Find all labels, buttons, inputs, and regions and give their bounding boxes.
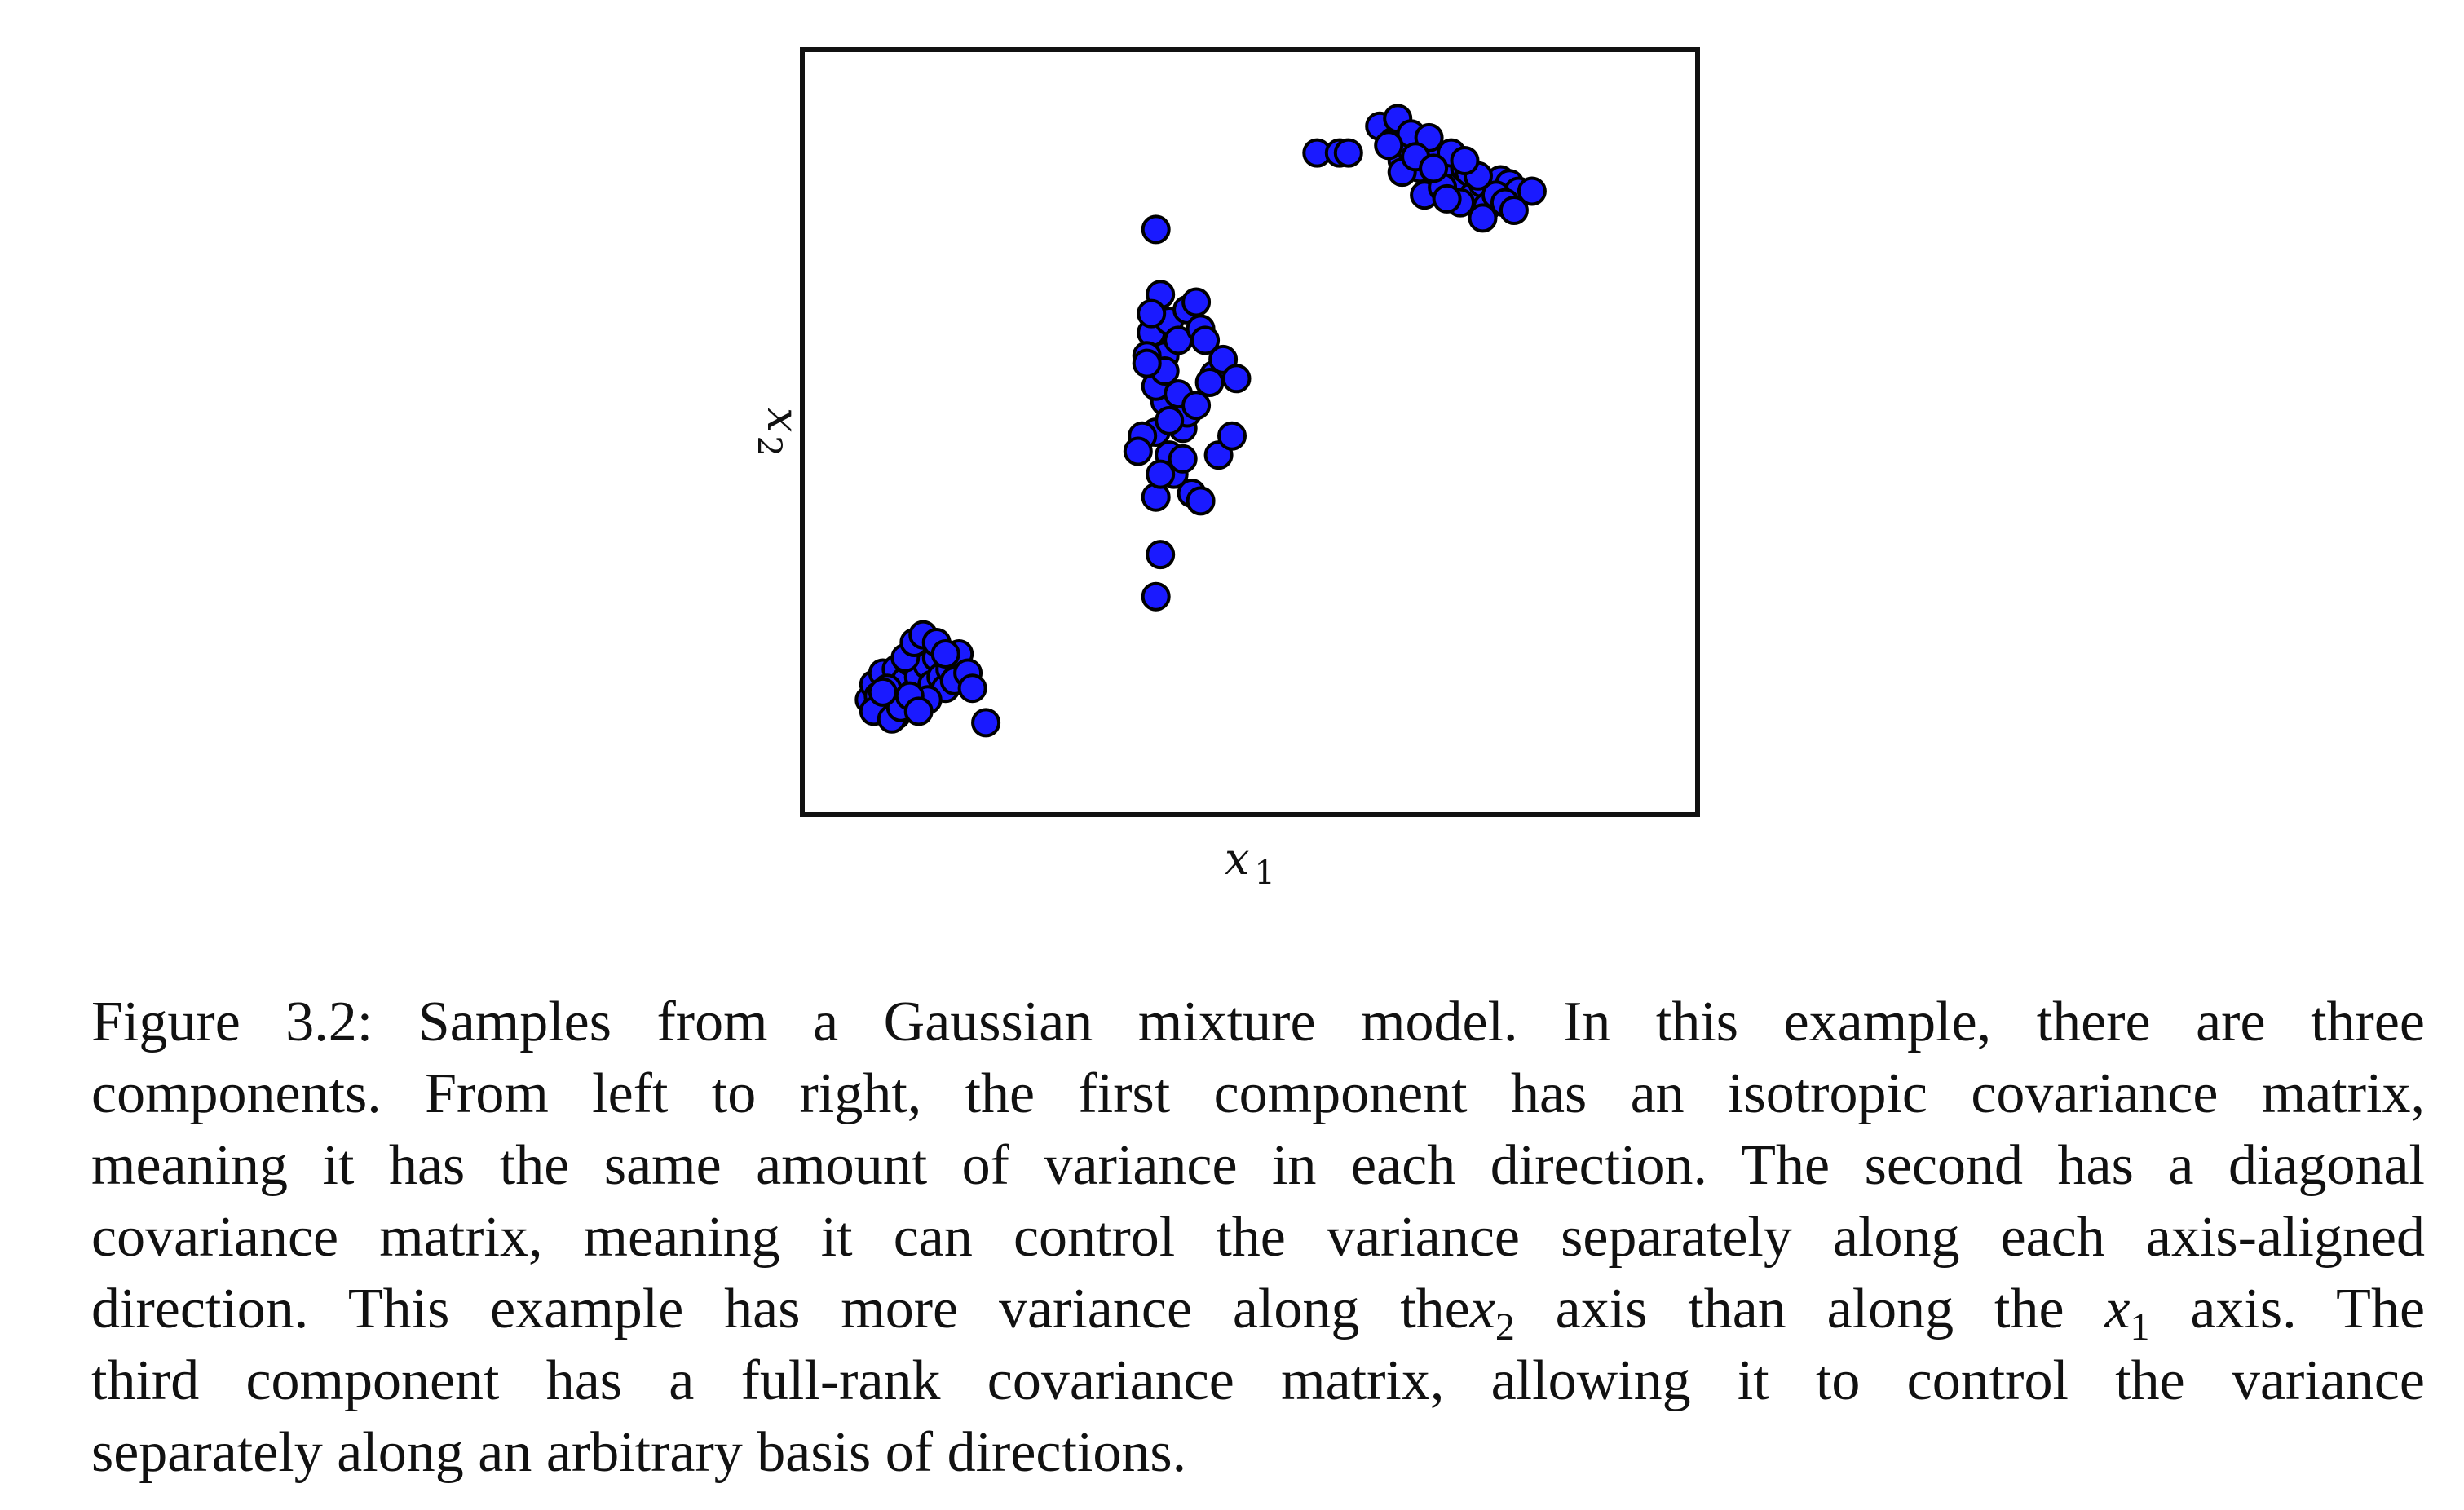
- data-point: [1432, 183, 1462, 214]
- data-point: [1374, 130, 1404, 161]
- data-point: [1181, 391, 1212, 421]
- caption-line: components. From left to right, the firs…: [91, 1058, 2425, 1130]
- data-point: [903, 696, 934, 726]
- y-axis-label-base: x: [757, 408, 809, 432]
- caption-text: direction. This example has more varianc…: [91, 1278, 1470, 1340]
- data-point: [1517, 176, 1547, 206]
- data-point: [1141, 214, 1171, 245]
- caption-text: separately along an arbitrary basis of d…: [91, 1421, 1187, 1484]
- data-point: [1450, 146, 1480, 175]
- data-point: [1190, 325, 1221, 355]
- caption-text: Figure 3.2: Samples from a Gaussian mixt…: [91, 991, 2425, 1053]
- data-point: [1419, 153, 1449, 183]
- data-point: [1155, 405, 1185, 435]
- data-point: [930, 639, 960, 669]
- caption-line: meaning it has the same amount of varian…: [91, 1130, 2425, 1202]
- data-point: [1146, 459, 1176, 489]
- caption-line: separately along an arbitrary basis of d…: [91, 1417, 2425, 1489]
- caption-math-var: x1: [2104, 1278, 2150, 1349]
- x-axis-label-base: x: [1225, 833, 1249, 885]
- x-axis-label-sub: 1: [1255, 854, 1275, 892]
- caption-math-sub: 2: [1495, 1305, 1515, 1349]
- data-point: [1141, 581, 1171, 612]
- caption-text: third component has a full-rank covarian…: [91, 1349, 2425, 1412]
- y-axis-label: x2: [750, 408, 809, 457]
- data-point: [1181, 287, 1212, 317]
- caption-line: Figure 3.2: Samples from a Gaussian mixt…: [91, 987, 2425, 1058]
- caption-line: covariance matrix, meaning it can contro…: [91, 1202, 2425, 1274]
- caption-text: components. From left to right, the firs…: [91, 1062, 2425, 1125]
- data-point: [1168, 444, 1198, 474]
- data-point: [1221, 364, 1252, 394]
- data-point: [1333, 138, 1363, 168]
- data-point: [1123, 436, 1153, 466]
- caption-text: meaning it has the same amount of varian…: [91, 1134, 2425, 1197]
- data-point: [868, 677, 898, 707]
- caption-text: axis. The: [2149, 1278, 2426, 1340]
- data-point: [1499, 196, 1529, 225]
- caption-text: covariance matrix, meaning it can contro…: [91, 1206, 2425, 1269]
- caption-text: axis than along the: [1514, 1278, 2105, 1340]
- points-layer: [854, 104, 1547, 738]
- caption-line: third component has a full-rank covarian…: [91, 1345, 2425, 1417]
- y-axis-label-sub: 2: [750, 436, 788, 457]
- data-point: [1137, 298, 1167, 329]
- caption-math-var: x2: [1469, 1278, 1515, 1349]
- data-point: [1217, 421, 1247, 451]
- caption-line: direction. This example has more varianc…: [91, 1274, 2426, 1349]
- data-point: [971, 708, 1001, 738]
- data-point: [957, 673, 987, 704]
- caption-math-sub: 1: [2130, 1305, 2150, 1349]
- data-point: [1468, 203, 1498, 233]
- figure-caption: Figure 3.2: Samples from a Gaussian mixt…: [91, 987, 2425, 1489]
- data-point: [1186, 486, 1216, 516]
- data-point: [1132, 348, 1162, 378]
- data-point: [1146, 540, 1176, 570]
